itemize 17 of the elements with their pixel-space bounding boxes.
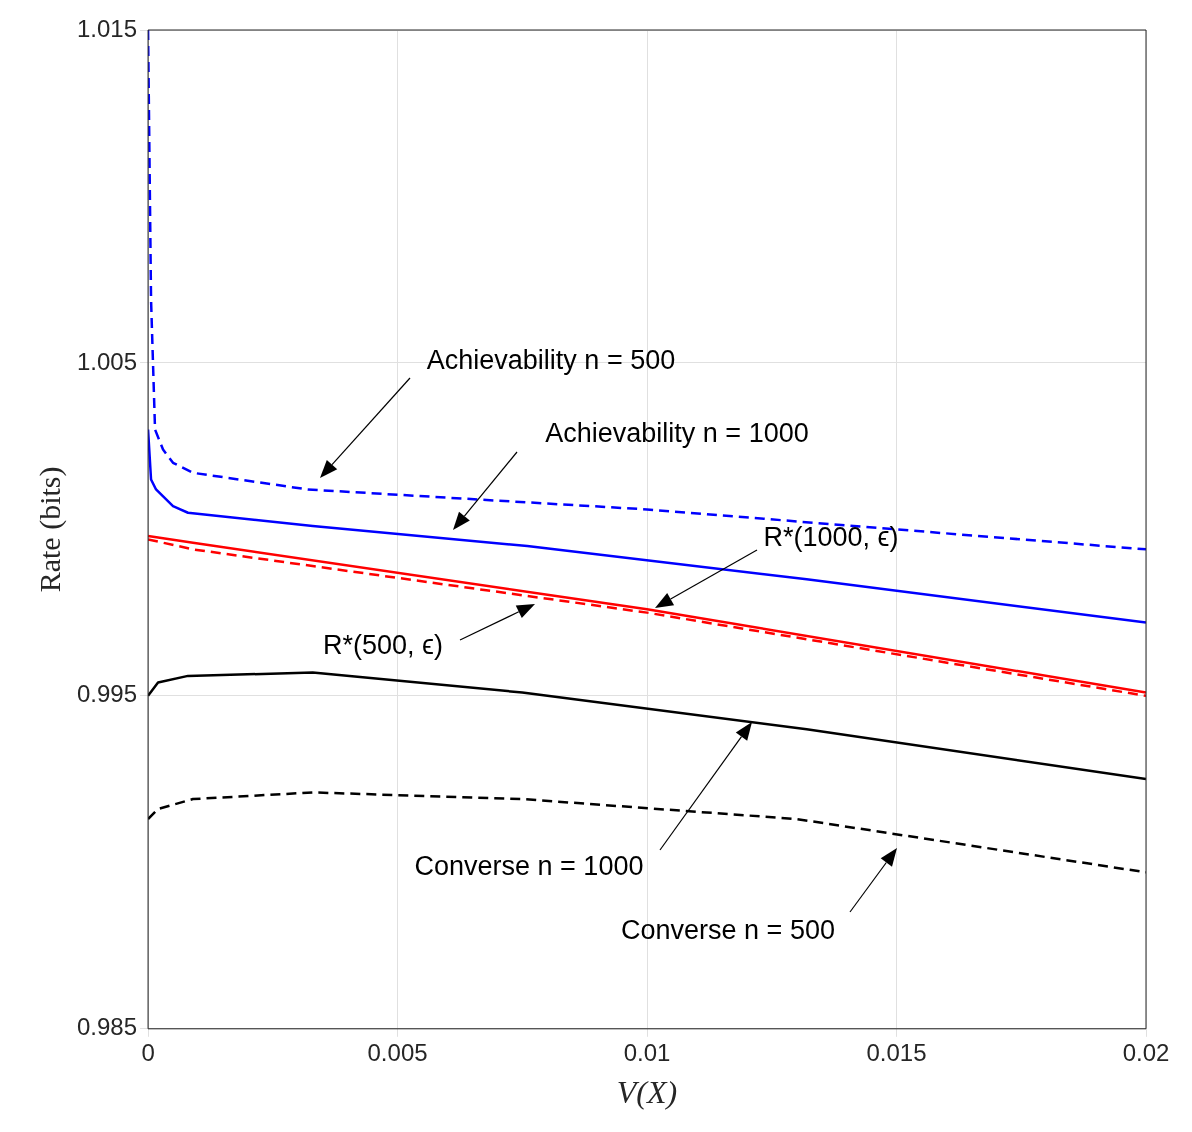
annotation: Achievability n = 500 [426, 345, 676, 375]
x-tick-label: 0.005 [367, 1038, 428, 1066]
annotation: Converse n = 1000 [414, 851, 644, 881]
y-tick-label: 1.015 [77, 14, 138, 42]
y-tick-label: 0.985 [77, 1013, 138, 1041]
x-tick-label: 0 [141, 1038, 155, 1066]
x-tick-label: 0.01 [623, 1038, 671, 1066]
annotation: Converse n = 500 [621, 915, 835, 945]
y-tick-label: 1.005 [77, 347, 138, 375]
x-axis-title: V(X) [616, 1074, 678, 1111]
annotation: R*(1000, ϵ) [763, 522, 899, 552]
x-tick-label: 0.015 [866, 1038, 927, 1066]
annotation: Achievability n = 1000 [545, 418, 809, 448]
y-tick-label: 0.995 [77, 680, 138, 708]
annotation: R*(500, ϵ) [323, 630, 443, 660]
x-tick-label: 0.02 [1122, 1038, 1170, 1066]
y-axis-title: Rate (bits) [32, 466, 67, 593]
